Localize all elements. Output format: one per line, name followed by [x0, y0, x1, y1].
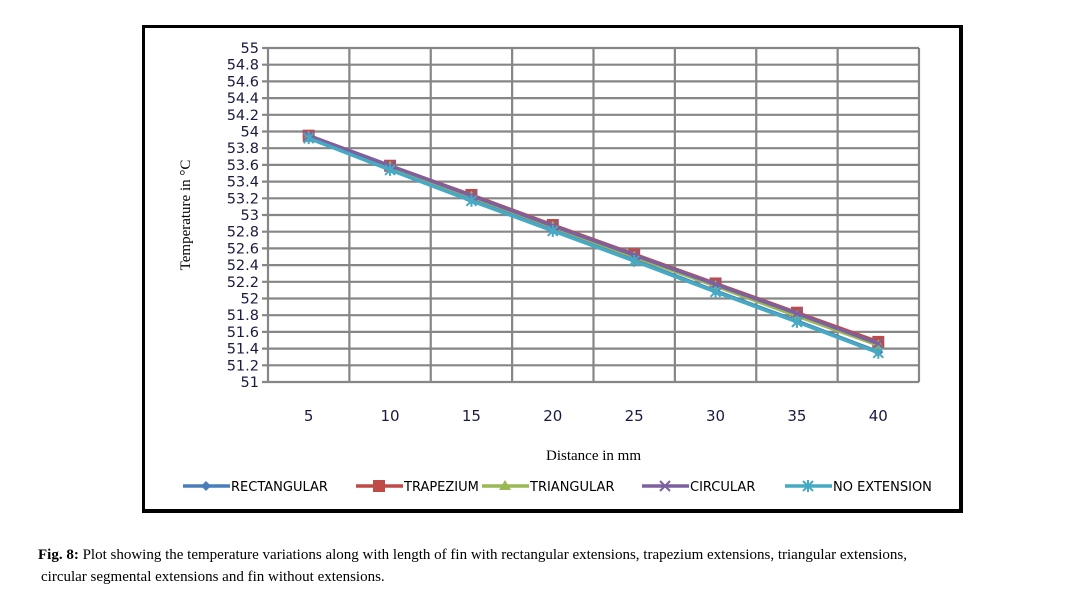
y-axis-title: Temperature in °C	[178, 160, 194, 271]
x-axis-ticks: 5 10 15 20 25 30 35 40	[304, 407, 888, 425]
legend-item: RECTANGULAR	[183, 480, 328, 495]
legend-item: TRAPEZIUM	[356, 480, 479, 495]
y-tick-label: 51.6	[227, 325, 259, 341]
data-point	[791, 315, 803, 328]
legend-marker-icon	[499, 480, 511, 490]
x-tick-label: 35	[787, 407, 806, 425]
legend-marker-icon	[802, 480, 814, 492]
series-lines	[302, 129, 885, 359]
y-tick-label: 51.2	[227, 358, 259, 374]
series-line	[308, 134, 879, 346]
figure-caption: Fig. 8: Plot showing the temperature var…	[38, 544, 1068, 588]
legend-marker-icon	[201, 481, 211, 491]
chart-frame: 51 51.2 51.4 51.6 51.8 52 52.2 52.4 52.6 52.8 53 53…	[142, 25, 963, 513]
data-point	[791, 307, 803, 320]
legend-label: TRAPEZIUM	[403, 480, 479, 495]
x-axis-title: Distance in mm	[546, 448, 641, 464]
series-line	[308, 136, 879, 355]
data-point	[709, 285, 722, 298]
line-chart: 5151.251.451.651.85252.252.452.652.85353…	[178, 41, 932, 495]
y-tick-label: 51	[241, 375, 259, 391]
y-tick-label: 53.6	[227, 158, 259, 174]
legend: RECTANGULAR TRAPEZIUM TRIANGULAR CIRCULAR NO…	[183, 480, 932, 495]
y-tick-label: 53.4	[227, 175, 259, 191]
y-tick-label: 54.8	[227, 58, 259, 74]
y-tick-label: 55	[241, 41, 259, 57]
data-point	[872, 337, 885, 350]
y-tick-label: 53.8	[227, 141, 259, 157]
x-tick-label: 5	[304, 407, 314, 425]
legend-marker-icon	[373, 480, 385, 492]
legend-label: NO EXTENSION	[833, 480, 932, 495]
x-tick-label: 40	[869, 407, 888, 425]
data-point	[465, 194, 478, 207]
legend-marker-icon	[659, 480, 671, 492]
data-point	[872, 346, 885, 359]
y-tick-label: 54.2	[227, 108, 259, 124]
legend-item: CIRCULAR	[642, 480, 755, 495]
y-tick-label: 52	[241, 292, 259, 308]
y-tick-label: 51.8	[227, 308, 259, 324]
y-tick-label: 54.6	[227, 74, 259, 90]
y-tick-label: 51.4	[227, 342, 259, 358]
y-tick-label: 53.2	[227, 191, 259, 207]
legend-label: CIRCULAR	[690, 480, 755, 495]
x-tick-label: 20	[543, 407, 562, 425]
legend-item: NO EXTENSION	[785, 480, 932, 495]
series-no-extension	[302, 132, 885, 359]
legend-label: RECTANGULAR	[231, 480, 328, 495]
y-tick-label: 52.6	[227, 241, 259, 257]
legend-item: TRIANGULAR	[482, 480, 614, 495]
y-tick-label: 52.8	[227, 225, 259, 241]
caption-text-line1: Plot showing the temperature variations …	[82, 547, 907, 563]
y-axis-ticks: 5151.251.451.651.85252.252.452.652.85353…	[227, 41, 259, 391]
legend-label: TRIANGULAR	[529, 480, 614, 495]
x-tick-label: 30	[706, 407, 725, 425]
y-tick-label: 54.4	[227, 91, 259, 107]
x-tick-label: 25	[625, 407, 644, 425]
data-point	[302, 132, 315, 145]
y-tick-label: 53	[241, 208, 259, 224]
x-tick-label: 15	[462, 407, 481, 425]
y-tick-label: 54	[241, 125, 259, 141]
y-tick-label: 52.4	[227, 258, 259, 274]
caption-text-line2: circular segmental extensions and fin wi…	[41, 569, 385, 585]
x-tick-label: 10	[381, 407, 400, 425]
data-point	[628, 254, 640, 267]
data-point	[384, 163, 396, 176]
data-point	[547, 224, 559, 237]
caption-label: Fig. 8:	[38, 547, 79, 563]
y-tick-label: 52.2	[227, 275, 259, 291]
